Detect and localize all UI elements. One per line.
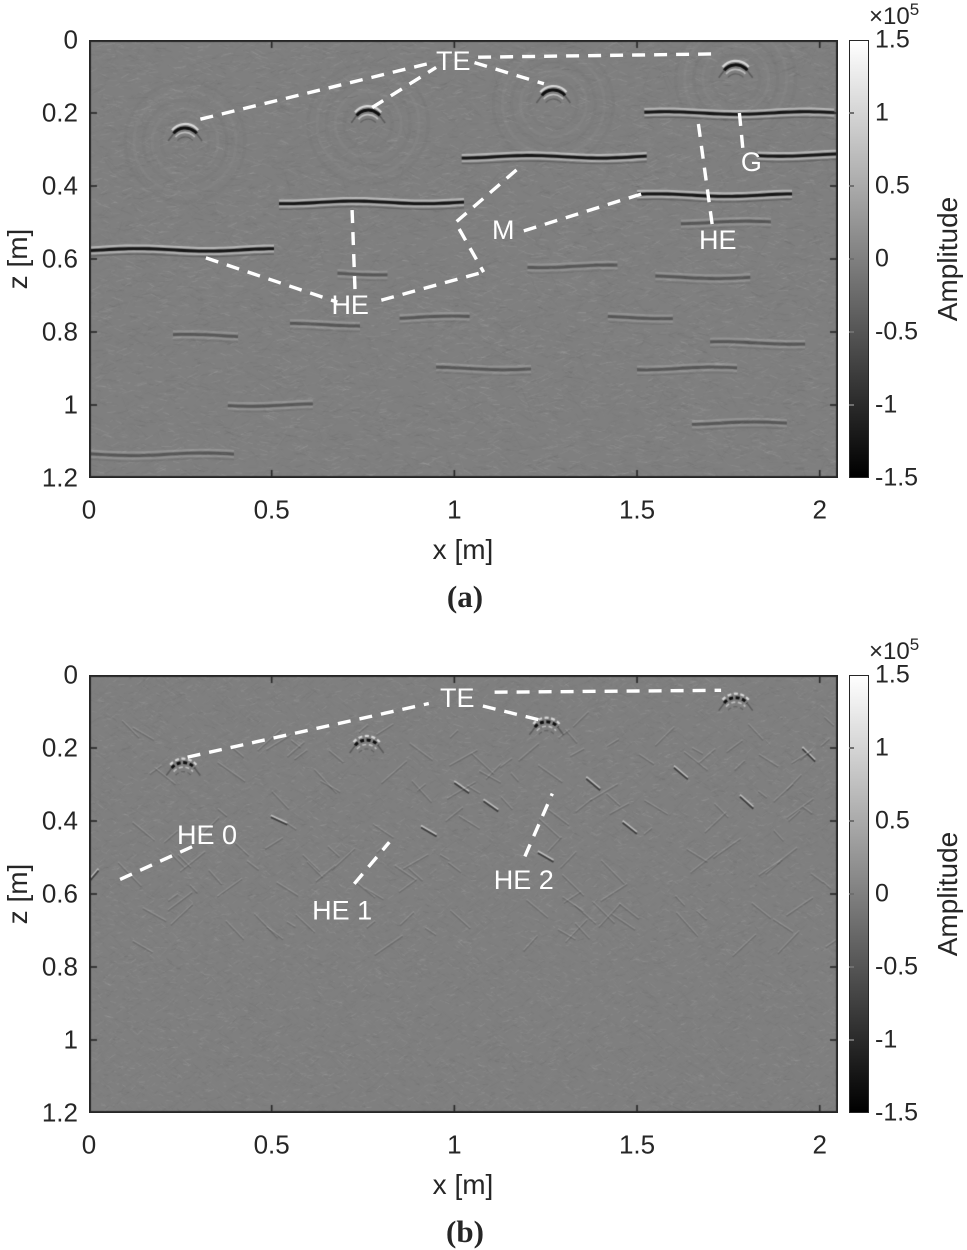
z-tick-label: 1.2 (41, 462, 78, 493)
x-axis-label: x [m] (432, 1169, 494, 1200)
z-tick-label: 0.6 (41, 878, 78, 909)
z-tick-label: 0 (63, 659, 78, 690)
colorbar-tick-mark (849, 331, 854, 333)
x-tick-label: 1.5 (618, 1129, 656, 1160)
colorbar-tick-mark (849, 893, 854, 895)
z-tick-label: 0.2 (41, 97, 78, 128)
x-tick-label: 0.5 (253, 494, 290, 525)
x-axis-label: x [m] (432, 534, 494, 565)
x-tick-label: 1 (447, 1129, 462, 1160)
z-tick-label: 0.8 (41, 316, 78, 347)
colorbar-label-a: Amplitude (932, 196, 963, 322)
colorbar-tick-label: -1.5 (875, 1098, 919, 1127)
colorbar-tick-mark (849, 747, 854, 749)
colorbar-tick-mark (849, 112, 854, 114)
colorbar-tick-label: -0.5 (875, 317, 919, 346)
z-tick-label: 0.4 (41, 805, 78, 836)
x-tick-label: 0 (81, 494, 97, 525)
colorbar-tick-label: 1.5 (875, 25, 910, 54)
z-tick-label: 0.8 (41, 951, 78, 982)
z-tick-label: 1 (63, 1024, 78, 1055)
panel-caption-b: (b) (446, 1214, 484, 1249)
colorbar-tick-mark (849, 820, 854, 822)
gpr-image-a (89, 40, 838, 478)
gpr-image-b (89, 675, 838, 1113)
colorbar-tick-label: -0.5 (875, 952, 919, 981)
colorbar-tick-label: 1 (875, 98, 889, 127)
x-tick-label: 1.5 (618, 494, 656, 525)
colorbar-tick-mark (849, 258, 854, 260)
colorbar-tick-mark (849, 1039, 854, 1041)
colorbar-tick-label: 0.5 (875, 806, 910, 835)
x-tick-label: 0.5 (253, 1129, 290, 1160)
z-tick-label: 0.6 (41, 243, 78, 274)
colorbar-tick-label: 0 (875, 244, 889, 273)
colorbar-tick-label: -1 (875, 1025, 898, 1054)
z-axis-label: z [m] (2, 228, 33, 290)
colorbar-scale-base: ×10 (869, 3, 910, 30)
z-tick-label: 0.2 (41, 732, 78, 763)
z-axis-label: z [m] (2, 863, 33, 925)
colorbar-label-b: Amplitude (932, 831, 963, 957)
panel-caption-a: (a) (446, 579, 484, 614)
colorbar-tick-label: 1.5 (875, 660, 910, 689)
colorbar-tick-mark (849, 966, 854, 968)
colorbar-tick-mark (849, 404, 854, 406)
panel-a: TE G HE M HE z [m] x [m] ×105 Amplitude (a) … (2, 0, 963, 614)
colorbar-scale-exponent: 5 (909, 0, 920, 19)
colorbar-scale-exponent: 5 (909, 635, 920, 654)
colorbar-tick-label: 1 (875, 733, 889, 762)
colorbar-tick-label: 0.5 (875, 171, 910, 200)
colorbar-tick-mark (849, 185, 854, 187)
x-tick-label: 0 (81, 1129, 97, 1160)
colorbar-tick-label: -1 (875, 390, 898, 419)
z-tick-label: 0.4 (41, 170, 78, 201)
z-tick-label: 1 (63, 389, 78, 420)
z-tick-label: 0 (63, 24, 78, 55)
colorbar-tick-label: -1.5 (875, 463, 919, 492)
colorbar-scale-b: ×105 (869, 635, 919, 666)
colorbar-scale-a: ×105 (869, 0, 919, 31)
x-tick-label: 2 (812, 1129, 827, 1160)
z-tick-label: 1.2 (41, 1097, 78, 1128)
panel-b: TE HE 0 HE 1 HE 2 z [m] x [m] ×105 Amplitud… (0, 635, 967, 1250)
colorbar-scale-base: ×10 (869, 638, 910, 665)
x-tick-label: 2 (812, 494, 827, 525)
colorbar-tick-label: 0 (875, 879, 889, 908)
x-tick-label: 1 (447, 494, 462, 525)
